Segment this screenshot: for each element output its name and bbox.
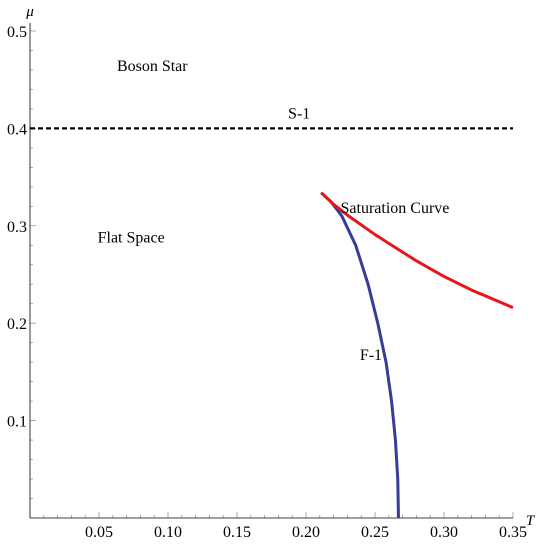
x-tick-label: 0.35 xyxy=(499,524,527,541)
series-f-1 xyxy=(320,191,400,519)
y-tick-label: 0.4 xyxy=(7,121,27,138)
y-tick-label: 0.2 xyxy=(7,316,27,333)
x-tick-label: 0.05 xyxy=(85,524,113,541)
x-tick-label: 0.10 xyxy=(154,524,182,541)
annotation-s-1: S-1 xyxy=(288,106,310,123)
y-tick-label: 0.5 xyxy=(7,24,27,41)
annotation-saturation-curve: Saturation Curve xyxy=(341,200,450,217)
y-tick-label: 0.3 xyxy=(7,219,27,236)
annotation-boson-star: Boson Star xyxy=(117,58,188,75)
y-tick-label: 0.1 xyxy=(7,414,27,431)
annotation-flat-space: Flat Space xyxy=(98,229,165,246)
x-axis-label: T xyxy=(526,513,536,529)
x-tick-label: 0.15 xyxy=(223,524,251,541)
x-tick-label: 0.25 xyxy=(361,524,389,541)
x-tick-label: 0.20 xyxy=(292,524,320,541)
series-saturation-curve xyxy=(320,191,514,310)
annotation-f-1: F-1 xyxy=(360,347,382,364)
x-tick-label: 0.30 xyxy=(430,524,458,541)
y-axis-label: μ xyxy=(25,4,34,20)
